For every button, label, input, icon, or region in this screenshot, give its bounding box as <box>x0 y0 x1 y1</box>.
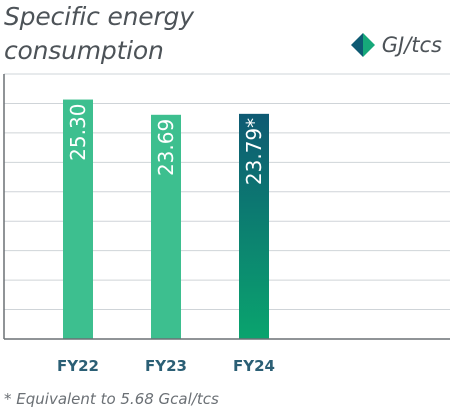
bar-fy24 <box>239 113 269 340</box>
bar-value-label: 23.79* <box>242 118 266 185</box>
bar-value-label: 25.30 <box>66 104 90 161</box>
bar-value-label: 23.69 <box>154 119 178 176</box>
bar-fy23 <box>151 114 181 339</box>
x-tick-label: FY22 <box>57 357 99 375</box>
legend-unit-label: GJ/tcs <box>381 33 442 57</box>
chart-title: Specific energy consumption <box>4 2 194 65</box>
diamond-icon <box>350 33 375 57</box>
x-tick-label: FY23 <box>145 357 187 375</box>
footnote: * Equivalent to 5.68 Gcal/tcs <box>4 390 219 408</box>
legend: GJ/tcs <box>350 30 442 60</box>
bar-fy22 <box>63 99 93 339</box>
x-tick-label: FY24 <box>233 357 275 375</box>
